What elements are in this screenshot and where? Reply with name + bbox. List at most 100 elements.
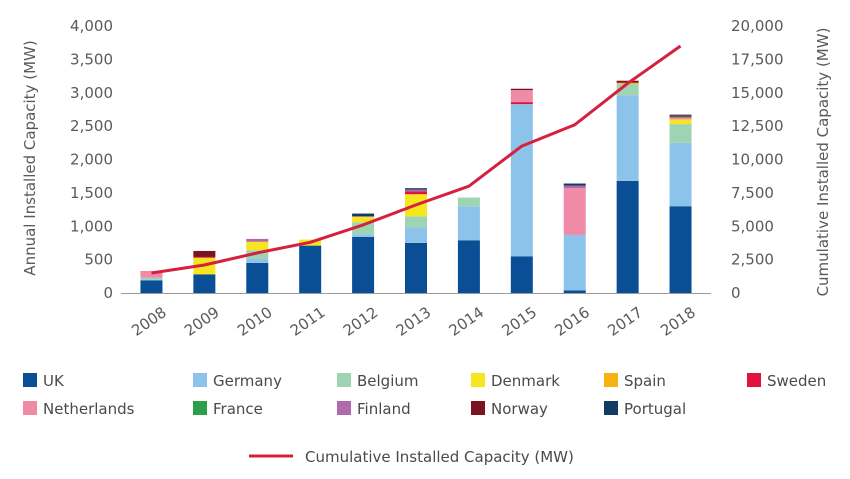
legend-swatch-denmark (471, 373, 485, 387)
x-tick-label: 2014 (446, 303, 488, 340)
right-tick-label: 10,000 (731, 151, 784, 169)
right-tick-label: 17,500 (731, 50, 784, 68)
legend-swatch-portugal (604, 401, 618, 415)
bar-belgium-2013 (405, 216, 427, 228)
legend-swatch-germany (193, 373, 207, 387)
bar-belgium-2017 (616, 84, 639, 96)
legend-label-belgium: Belgium (357, 372, 419, 390)
bar-sweden-2015 (510, 102, 533, 105)
left-tick-label: 0 (103, 284, 113, 302)
legend-swatch-finland (337, 401, 351, 415)
bar-germany-2016 (563, 234, 586, 291)
right-tick-label: 5,000 (731, 217, 774, 235)
right-tick-label: 2,500 (731, 251, 774, 269)
bar-finland-2016 (563, 185, 586, 189)
bar-uk-2017 (616, 180, 639, 293)
x-tick-label: 2012 (340, 303, 382, 340)
bar-belgium-2008 (140, 277, 163, 280)
bar-netherlands-2016 (563, 188, 586, 235)
cumulative-capacity-line (151, 44, 682, 275)
legend-label-france: France (213, 400, 263, 418)
bar-portugal-2013 (405, 188, 427, 190)
legend-swatch-norway (471, 401, 485, 415)
bar-uk-2018 (669, 206, 692, 293)
bar-spain-2009 (193, 257, 216, 259)
left-tick-label: 3,000 (70, 84, 113, 102)
bars-layer (140, 80, 692, 293)
bar-germany-2015 (510, 104, 533, 257)
bar-uk-2009 (193, 274, 216, 293)
bar-sweden-2013 (405, 191, 427, 195)
bar-portugal-2012 (352, 213, 375, 217)
bar-netherlands-2008 (140, 270, 163, 278)
bar-uk-2016 (563, 290, 586, 293)
x-tick-label: 2016 (551, 303, 593, 340)
left-tick-label: 2,000 (70, 151, 113, 169)
x-tick-label: 2009 (181, 303, 223, 340)
legend-label-sweden: Sweden (767, 372, 826, 390)
bar-portugal-2016 (563, 183, 586, 186)
legend-label-netherlands: Netherlands (43, 400, 135, 418)
bar-belgium-2018 (669, 124, 692, 143)
bar-finland-2018 (669, 116, 692, 118)
bar-uk-2014 (457, 240, 480, 293)
bar-denmark-2012 (352, 216, 375, 223)
bar-netherlands-2015 (510, 90, 533, 103)
x-tick-label: 2013 (393, 303, 435, 340)
legend-label-uk: UK (43, 372, 65, 390)
left-axis-title: Annual Installed Capacity (MW) (21, 40, 39, 275)
legend-label-norway: Norway (491, 400, 548, 418)
bar-uk-2008 (140, 280, 163, 293)
x-tick-label: 2017 (604, 303, 646, 340)
bar-uk-2015 (510, 256, 533, 293)
legend-swatch-spain (604, 373, 618, 387)
left-tick-label: 1,000 (70, 217, 113, 235)
bar-germany-2012 (352, 234, 375, 237)
legend-label-germany: Germany (213, 372, 282, 390)
left-tick-label: 3,500 (70, 50, 113, 68)
legend: UK Germany Belgium Denmark Spain Sweden Nether… (23, 372, 826, 466)
x-tick-label: 2008 (128, 303, 170, 340)
x-tick-label: 2010 (234, 303, 276, 340)
bar-germany-2014 (457, 206, 480, 241)
x-tick-label: 2015 (499, 303, 541, 340)
bar-uk-2011 (299, 245, 322, 293)
bar-germany-2008 (140, 279, 163, 281)
right-tick-label: 12,500 (731, 117, 784, 135)
bar-spain-2010 (246, 241, 269, 243)
legend-label-denmark: Denmark (491, 372, 560, 390)
bar-belgium-2014 (457, 197, 480, 207)
right-tick-label: 0 (731, 284, 741, 302)
legend-label-portugal: Portugal (624, 400, 686, 418)
left-tick-label: 1,500 (70, 184, 113, 202)
bar-uk-2010 (246, 262, 269, 293)
legend-swatch-netherlands (23, 401, 37, 415)
bar-norway-2018 (669, 115, 692, 117)
bar-germany-2018 (669, 142, 692, 207)
bar-france-2018 (669, 117, 692, 118)
legend-swatch-uk (23, 373, 37, 387)
x-tick-label: 2018 (657, 303, 699, 340)
legend-label-cumulative-line: Cumulative Installed Capacity (MW) (305, 448, 574, 466)
right-tick-label: 7,500 (731, 184, 774, 202)
right-tick-label: 15,000 (731, 84, 784, 102)
right-axis-title: Cumulative Installed Capacity (MW) (814, 28, 832, 297)
left-tick-label: 4,000 (70, 17, 113, 35)
right-tick-label: 20,000 (731, 17, 784, 35)
bar-denmark-2018 (669, 119, 692, 125)
bar-belgium-2010 (246, 250, 269, 259)
bar-germany-2017 (616, 95, 639, 181)
bar-norway-2015 (510, 88, 533, 91)
bar-uk-2013 (405, 242, 427, 293)
left-tick-label: 500 (84, 251, 113, 269)
bar-finland-2012 (352, 216, 375, 217)
legend-swatch-belgium (337, 373, 351, 387)
x-tick-label: 2011 (287, 303, 329, 340)
bar-uk-2012 (352, 236, 375, 293)
line-layer (151, 44, 682, 275)
bar-netherlands-2018 (669, 117, 692, 120)
bar-germany-2013 (405, 227, 427, 243)
legend-label-spain: Spain (624, 372, 666, 390)
bar-denmark-2010 (246, 242, 269, 251)
bar-portugal-2018 (669, 114, 692, 116)
